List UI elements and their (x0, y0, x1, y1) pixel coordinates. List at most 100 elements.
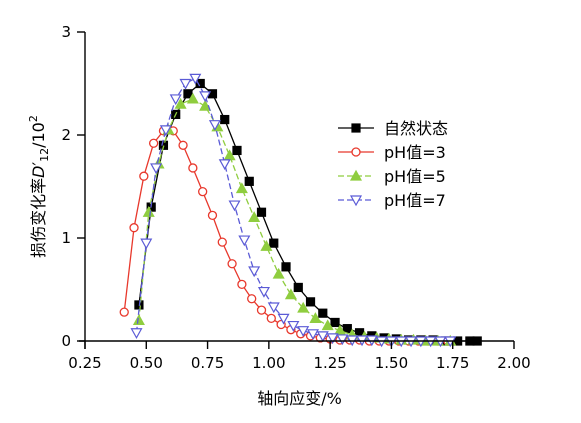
data-point-ph7 (208, 120, 221, 131)
data-point-ph5 (321, 319, 334, 331)
plot-layer (119, 73, 482, 348)
y-axis-title-mark: ′ (29, 162, 48, 166)
y-tick-label: 2 (61, 126, 71, 144)
data-point-natural (183, 89, 193, 99)
y-tick-label: 0 (61, 332, 71, 350)
data-point-natural (220, 114, 230, 125)
data-point-ph7 (277, 313, 290, 325)
data-point-ph7 (336, 334, 349, 346)
legend-marker (349, 169, 363, 181)
data-point-ph7 (316, 331, 329, 343)
data-point-ph3 (227, 259, 237, 269)
data-point-ph3 (256, 305, 267, 315)
data-point-ph7 (238, 235, 251, 247)
data-point-ph5 (199, 99, 212, 111)
data-point-natural (342, 324, 352, 334)
data-point-natural (330, 317, 340, 328)
legend: 自然状态 pH值=3 pH值=5 pH值=7 (338, 119, 448, 210)
data-point-ph7 (228, 200, 241, 212)
legend-label: pH值=3 (384, 143, 446, 162)
legend-marker (351, 123, 361, 133)
data-point-ph7 (130, 328, 143, 339)
data-point-ph3 (148, 138, 159, 148)
data-point-ph7 (257, 286, 270, 298)
x-axis-title: 轴向应变/% (257, 389, 342, 408)
data-point-natural (256, 207, 267, 217)
x-tick-label: 1.50 (375, 354, 408, 372)
data-point-ph3 (217, 237, 227, 247)
data-point-natural (195, 78, 205, 89)
legend-label: 自然状态 (384, 119, 448, 138)
data-point-ph5 (235, 182, 248, 194)
data-point-ph7 (287, 320, 300, 332)
data-point-ph3 (247, 294, 257, 304)
y-tick-label: 3 (61, 23, 71, 41)
data-point-ph3 (119, 307, 129, 317)
data-point-ph3 (237, 279, 247, 290)
data-point-ph3 (178, 140, 188, 150)
legend-item-ph3: pH值=3 (338, 143, 446, 162)
y-tick-label: 1 (61, 229, 71, 247)
legend-item-ph5: pH值=5 (338, 167, 446, 186)
data-point-ph3 (129, 223, 139, 233)
data-point-natural (318, 308, 328, 318)
data-point-ph5 (248, 211, 261, 222)
data-point-ph3 (207, 210, 218, 220)
data-point-ph7 (248, 266, 261, 278)
series-line-ph3 (123, 130, 448, 342)
data-point-ph7 (159, 125, 172, 137)
legend-item-ph7: pH值=7 (338, 191, 446, 210)
legend-label: pH值=5 (384, 167, 446, 186)
x-tick-label: 2.00 (497, 354, 530, 372)
data-point-natural (293, 282, 303, 293)
data-point-ph7 (150, 163, 163, 175)
x-tick-label: 1.75 (436, 354, 469, 372)
data-point-ph7 (199, 91, 212, 103)
y-axis-title: 损伤变化率D′12/102 (27, 115, 51, 258)
data-point-ph7 (140, 238, 153, 250)
y-axis-title-unit: /10 (29, 122, 48, 148)
data-point-natural (305, 297, 316, 307)
data-point-ph5 (309, 312, 322, 323)
data-point-ph7 (179, 78, 192, 90)
data-point-ph5 (174, 97, 187, 109)
legend-label: pH值=7 (384, 191, 446, 210)
data-point-ph5 (272, 267, 285, 279)
data-point-ph5 (260, 240, 273, 251)
y-axis-title-exponent: 2 (27, 115, 40, 122)
data-point-ph5 (142, 206, 155, 217)
x-tick-label: 0.25 (68, 354, 101, 372)
data-point-ph3 (188, 163, 198, 173)
x-tick-label: 0.50 (130, 354, 163, 372)
data-point-natural (269, 238, 279, 248)
data-point-ph7 (267, 302, 280, 314)
data-point-ph7 (306, 329, 320, 341)
data-point-ph7 (218, 159, 231, 171)
data-point-ph7 (297, 326, 310, 337)
data-point-ph5 (186, 92, 199, 104)
legend-marker (351, 147, 361, 157)
data-point-ph5 (297, 301, 310, 313)
data-point-natural (281, 262, 291, 272)
data-point-ph3 (198, 186, 208, 197)
y-axis-title-main: 损伤变化率 (29, 178, 48, 258)
data-point-natural (232, 145, 242, 156)
x-tick-label: 1.25 (313, 354, 346, 372)
y-axis-title-symbol: D (29, 166, 48, 178)
x-tick-label: 0.75 (191, 354, 224, 372)
legend-item-natural: 自然状态 (338, 119, 448, 138)
data-point-natural (244, 176, 254, 186)
data-point-ph7 (189, 73, 202, 85)
y-axis-title-subscript: 12 (38, 148, 51, 162)
data-point-ph5 (132, 314, 145, 325)
data-point-ph5 (284, 288, 297, 300)
data-point-ph7 (326, 333, 339, 345)
legend-marker (349, 195, 363, 207)
data-point-ph3 (139, 171, 149, 181)
data-point-ph3 (266, 313, 276, 323)
data-point-ph7 (169, 94, 182, 106)
axis-layer: 0.25 0.50 0.75 1.00 1.25 1.50 1.75 2.00 0 1 2 3 (61, 23, 530, 372)
x-tick-label: 1.00 (252, 354, 285, 372)
